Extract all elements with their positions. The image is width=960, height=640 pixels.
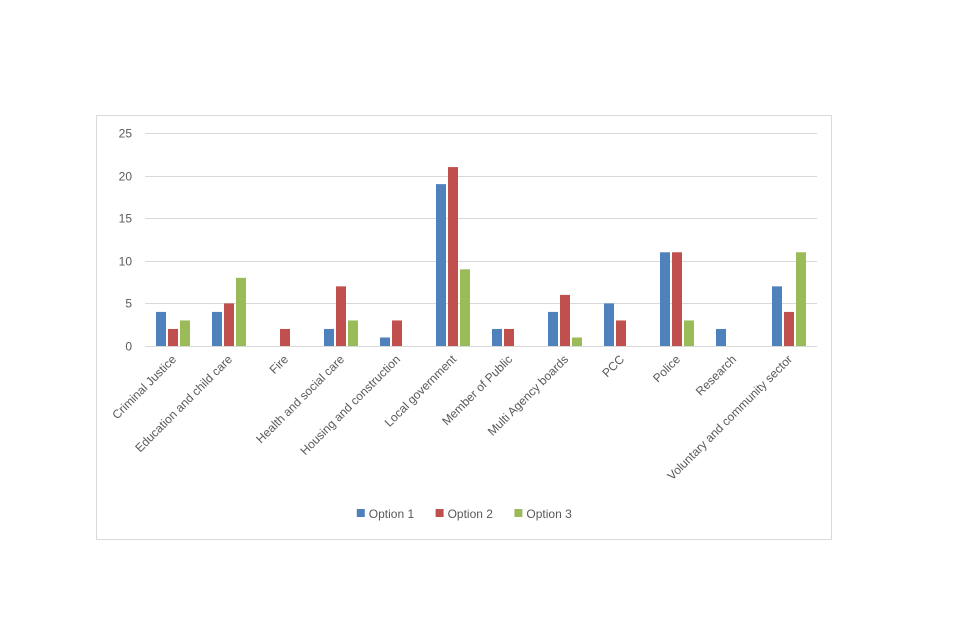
bar-option-1-education-and-child-care: [212, 311, 222, 346]
bar-option-3-voluntary-and-community-sector: [796, 252, 806, 346]
bar-option-2-pcc: [616, 320, 626, 346]
bar-option-2-local-government: [448, 167, 458, 346]
bar-option-2-multi-agency-boards: [560, 294, 570, 346]
bar-option-2-education-and-child-care: [224, 303, 234, 346]
x-tick-label: Research: [693, 352, 739, 398]
bar-option-1-police: [660, 252, 670, 346]
bar-option-1-local-government: [436, 184, 446, 346]
bar-option-2-member-of-public: [504, 328, 514, 346]
legend-item-option-3: Option 3: [514, 507, 572, 521]
x-tick-label: PCC: [599, 352, 627, 380]
gridlines: [145, 133, 817, 347]
chart-area: 0 5 10 15 20 25 Criminal Justice Education and…: [96, 115, 832, 540]
y-tick-label-25: 25: [119, 127, 133, 141]
legend-swatch-option-1: [356, 509, 365, 517]
bars: [156, 167, 806, 346]
y-tick-label-15: 15: [119, 212, 133, 226]
bar-option-2-voluntary-and-community-sector: [784, 311, 794, 346]
y-tick-label-10: 10: [119, 255, 133, 269]
legend-swatch-option-2: [435, 509, 444, 517]
bar-option-1-multi-agency-boards: [548, 311, 558, 346]
legend-label-option-3: Option 3: [526, 507, 572, 521]
bar-option-2-fire: [280, 328, 290, 346]
legend-swatch-option-3: [514, 509, 523, 517]
legend-item-option-2: Option 2: [435, 507, 494, 521]
bar-option-3-multi-agency-boards: [572, 337, 582, 346]
bar-option-1-health-and-social-care: [324, 328, 334, 346]
bar-option-1-pcc: [604, 303, 614, 346]
bar-option-3-education-and-child-care: [236, 277, 246, 346]
bar-option-2-health-and-social-care: [336, 286, 346, 346]
bar-option-2-criminal-justice: [168, 328, 178, 346]
legend-item-option-1: Option 1: [356, 507, 415, 521]
bar-option-1-voluntary-and-community-sector: [772, 286, 782, 346]
bar-option-3-health-and-social-care: [348, 320, 358, 346]
y-tick-label-0: 0: [125, 340, 132, 354]
y-tick-label-5: 5: [125, 297, 132, 311]
legend-label-option-1: Option 1: [369, 507, 415, 521]
bar-option-1-member-of-public: [492, 328, 502, 346]
bar-option-2-police: [672, 252, 682, 346]
bar-option-1-criminal-justice: [156, 311, 166, 346]
x-tick-label: Police: [650, 352, 683, 385]
bar-option-3-criminal-justice: [180, 320, 190, 346]
legend-label-option-2: Option 2: [448, 507, 494, 521]
bar-option-1-research: [716, 328, 726, 346]
y-tick-label-20: 20: [119, 170, 133, 184]
x-tick-label: Education and child care: [132, 352, 235, 455]
bar-option-3-local-government: [460, 269, 470, 346]
legend: Option 1 Option 2 Option 3: [356, 507, 572, 521]
x-tick-label: Fire: [267, 352, 292, 377]
x-tick-label: Housing and construction: [297, 352, 403, 458]
y-axis-ticks: 0 5 10 15 20 25: [119, 127, 133, 354]
bar-option-2-housing-and-construction: [392, 320, 402, 346]
bar-option-3-police: [684, 320, 694, 346]
bar-option-1-housing-and-construction: [380, 337, 390, 346]
x-tick-label: Voluntary and community sector: [664, 352, 795, 483]
